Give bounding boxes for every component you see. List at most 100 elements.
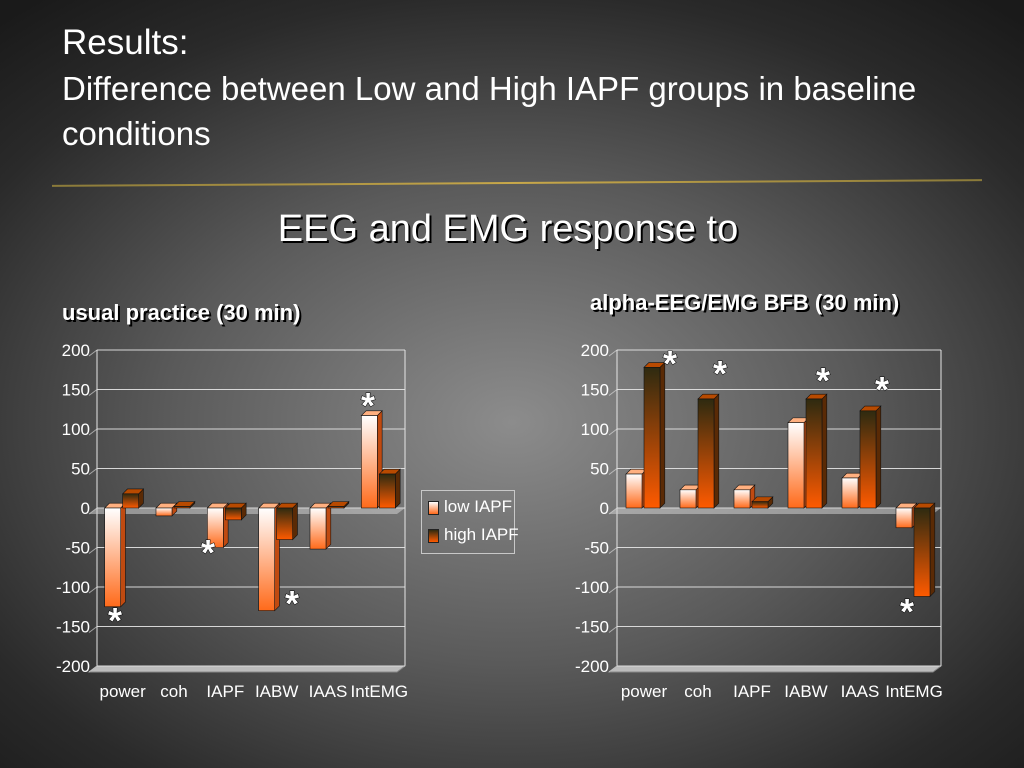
right-bar-low-IAAS	[841, 472, 864, 509]
left-grid-depth	[88, 547, 98, 554]
right-x-tick-label: coh	[684, 682, 711, 701]
left-bar-high-coh	[173, 500, 196, 509]
legend-item-high: high IAPF	[428, 525, 519, 545]
right-grid-depth	[608, 468, 618, 475]
bar-side	[395, 468, 401, 509]
left-grid-depth	[88, 349, 98, 357]
right-y-tick-label: 100	[581, 420, 609, 439]
right-bar-high-coh	[697, 393, 720, 509]
bar-side	[120, 502, 126, 608]
right-y-tick-label: 0	[600, 499, 609, 518]
bar-front	[104, 507, 121, 608]
bar-front	[733, 489, 751, 509]
bar-front	[309, 507, 327, 550]
bar-front	[805, 398, 823, 509]
left-y-tick-label: -200	[56, 657, 90, 676]
left-significance-star: *	[108, 600, 122, 641]
right-bar-low-IntEMG	[895, 502, 918, 529]
slide-title-block: Results: Difference between Low and High…	[62, 20, 992, 156]
left-x-tick-label: IntEMG	[351, 682, 409, 701]
left-bar-high-IAPF	[224, 502, 247, 521]
left-bar-low-coh	[155, 502, 178, 517]
right-bar-high-IntEMG	[913, 502, 936, 598]
left-significance-star: *	[361, 385, 375, 426]
bar-front	[276, 507, 293, 540]
right-x-tick-label: IntEMG	[885, 682, 943, 701]
right-y-tick-label: -100	[575, 578, 609, 597]
right-x-tick-label: IAAS	[841, 682, 880, 701]
bar-front	[751, 501, 769, 509]
bar-front	[173, 506, 191, 509]
legend-swatch-low	[428, 500, 439, 515]
right-chart-title: alpha-EEG/EMG BFB (30 min)	[590, 290, 900, 315]
right-bar-high-IAPF	[751, 496, 774, 509]
right-bar-high-IAAS	[859, 405, 882, 509]
right-x-tick-label: power	[621, 682, 668, 701]
left-bar-high-IntEMG	[378, 468, 401, 509]
right-grid-depth	[608, 428, 618, 436]
legend-label-low: low IAPF	[444, 497, 513, 516]
left-bar-high-IABW	[275, 502, 299, 541]
left-grid-depth	[88, 665, 98, 673]
right-x-tick-label: IABW	[784, 682, 827, 701]
bar-side	[292, 502, 298, 541]
bar-front	[258, 507, 275, 611]
right-y-tick-label: 150	[581, 381, 609, 400]
left-grid-depth	[88, 389, 98, 396]
left-x-tick-label: IABW	[255, 682, 298, 701]
legend-label-high: high IAPF	[444, 525, 519, 544]
bar-front	[207, 507, 224, 548]
right-significance-star: *	[900, 591, 914, 632]
left-grid-depth	[88, 428, 98, 436]
right-grid-depth	[608, 586, 618, 594]
left-grid-depth	[88, 626, 98, 633]
bar-front	[361, 415, 378, 509]
bar-front	[379, 473, 396, 509]
bar-front	[841, 477, 859, 509]
bar-front	[122, 493, 139, 509]
left-y-tick-label: -150	[56, 618, 90, 637]
right-significance-star: *	[713, 353, 727, 394]
left-x-tick-label: power	[100, 682, 147, 701]
bar-front	[155, 507, 173, 517]
left-y-tick-label: -100	[56, 578, 90, 597]
left-chart-title: usual practice (30 min)	[62, 300, 301, 325]
left-bar-low-IAAS	[309, 502, 332, 550]
bar-front	[679, 489, 697, 509]
left-grid-depth	[88, 586, 98, 594]
left-significance-star: *	[285, 583, 299, 624]
bar-front	[697, 398, 715, 509]
right-y-tick-label: 50	[590, 460, 609, 479]
right-x-tick-label: IAPF	[733, 682, 771, 701]
bar-front	[225, 507, 242, 521]
bar-front	[913, 507, 931, 597]
section-heading: EEG and EMG response to	[277, 208, 739, 250]
right-significance-star: *	[875, 369, 889, 410]
bar-side	[659, 361, 666, 509]
left-y-tick-label: -50	[65, 539, 90, 558]
right-grid-depth	[608, 349, 618, 357]
right-y-tick-label: -150	[575, 618, 609, 637]
left-chart: 200 150 100 50 0 -50 -100 -150 -200 power coh IAPF I…	[56, 341, 408, 701]
left-x-tick-label: coh	[160, 682, 187, 701]
bar-side	[929, 502, 936, 598]
bar-front	[787, 422, 805, 509]
right-grid-depth	[608, 665, 618, 673]
right-zero-plane	[609, 508, 941, 514]
slide-title: Results:	[62, 23, 189, 62]
left-zero-plane	[89, 508, 405, 514]
left-bar-low-power	[103, 502, 127, 608]
bar-front	[327, 506, 345, 509]
right-bar-low-power	[625, 468, 648, 509]
chart-legend: low IAPF high IAPF	[421, 490, 519, 554]
legend-swatch-high	[428, 528, 439, 543]
right-bar-high-power	[643, 361, 666, 509]
bar-front	[859, 410, 877, 509]
right-chart: 200 150 100 50 0 -50 -100 -150 -200 power coh IAPF I…	[575, 341, 943, 701]
left-y-tick-label: 150	[62, 381, 90, 400]
right-significance-star: *	[816, 360, 830, 401]
left-floor	[87, 665, 407, 673]
bar-side	[713, 393, 720, 509]
left-x-tick-label: IAAS	[309, 682, 348, 701]
